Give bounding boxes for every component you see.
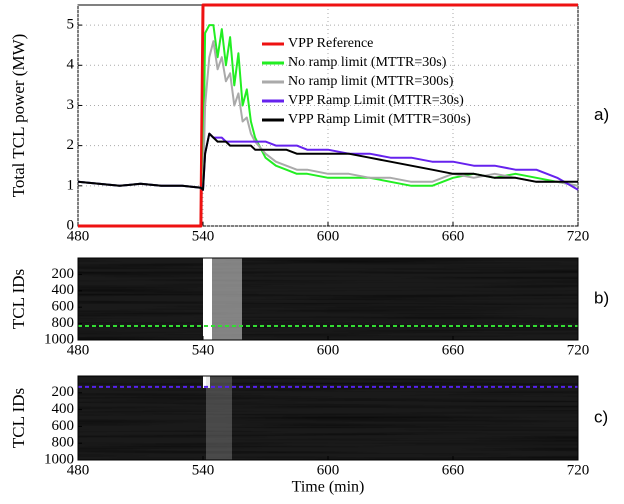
heatmap-light xyxy=(212,258,242,340)
x-tick-label: 480 xyxy=(67,342,90,358)
y-tick-label: 800 xyxy=(52,435,75,451)
y-tick-label: 1 xyxy=(67,177,75,193)
y-tick-label: 4 xyxy=(67,57,75,73)
y-tick-label: 0 xyxy=(67,217,75,233)
y-axis-label: TCL IDs xyxy=(9,269,28,329)
x-tick-label: 540 xyxy=(192,342,215,358)
y-tick-label: 600 xyxy=(52,418,75,434)
legend-label: No ramp limit (MTTR=300s) xyxy=(288,74,454,89)
heatmap-texture xyxy=(78,376,578,460)
x-tick-label: 600 xyxy=(317,462,340,478)
legend-label: VPP Reference xyxy=(288,36,373,51)
heatmap-light xyxy=(206,376,232,460)
y-tick-label: 400 xyxy=(52,282,75,298)
series-line xyxy=(78,3,578,228)
legend-label: VPP Ramp Limit (MTTR=30s) xyxy=(288,93,464,108)
panel-label: c) xyxy=(594,407,608,426)
series-line xyxy=(77,132,578,191)
x-tick-label: 660 xyxy=(442,228,465,244)
legend-label: VPP Ramp Limit (MTTR=300s) xyxy=(288,112,471,127)
x-tick-label: 480 xyxy=(67,462,90,478)
y-tick-label: 1000 xyxy=(44,451,74,467)
y-tick-label: 3 xyxy=(67,97,75,113)
heatmap-bright xyxy=(203,258,212,340)
x-tick-label: 540 xyxy=(192,462,215,478)
legend-label: No ramp limit (MTTR=30s) xyxy=(288,55,447,70)
panel-label: b) xyxy=(594,288,609,307)
x-tick-label: 480 xyxy=(67,228,90,244)
x-tick-label: 600 xyxy=(317,342,340,358)
y-tick-label: 200 xyxy=(52,384,75,400)
y-tick-label: 400 xyxy=(52,401,75,417)
y-tick-label: 200 xyxy=(52,266,75,282)
x-tick-label: 720 xyxy=(567,342,590,358)
y-axis-label: TCL IDs xyxy=(9,388,28,448)
heatmap-texture xyxy=(78,258,578,340)
y-tick-label: 2 xyxy=(67,137,75,153)
y-tick-label: 800 xyxy=(52,315,75,331)
heatmap-bright xyxy=(203,376,210,388)
x-tick-label: 540 xyxy=(192,228,215,244)
x-tick-label: 660 xyxy=(442,342,465,358)
x-tick-label: 600 xyxy=(317,228,340,244)
y-tick-label: 5 xyxy=(67,17,75,33)
y-axis-label: Total TCL power (MW) xyxy=(9,34,28,198)
y-tick-label: 600 xyxy=(52,299,75,315)
y-tick-label: 1000 xyxy=(44,331,74,347)
x-axis-label: Time (min) xyxy=(292,479,365,496)
x-tick-label: 720 xyxy=(567,462,590,478)
x-tick-label: 660 xyxy=(442,462,465,478)
x-tick-label: 720 xyxy=(567,228,590,244)
panel-label: a) xyxy=(594,105,609,124)
